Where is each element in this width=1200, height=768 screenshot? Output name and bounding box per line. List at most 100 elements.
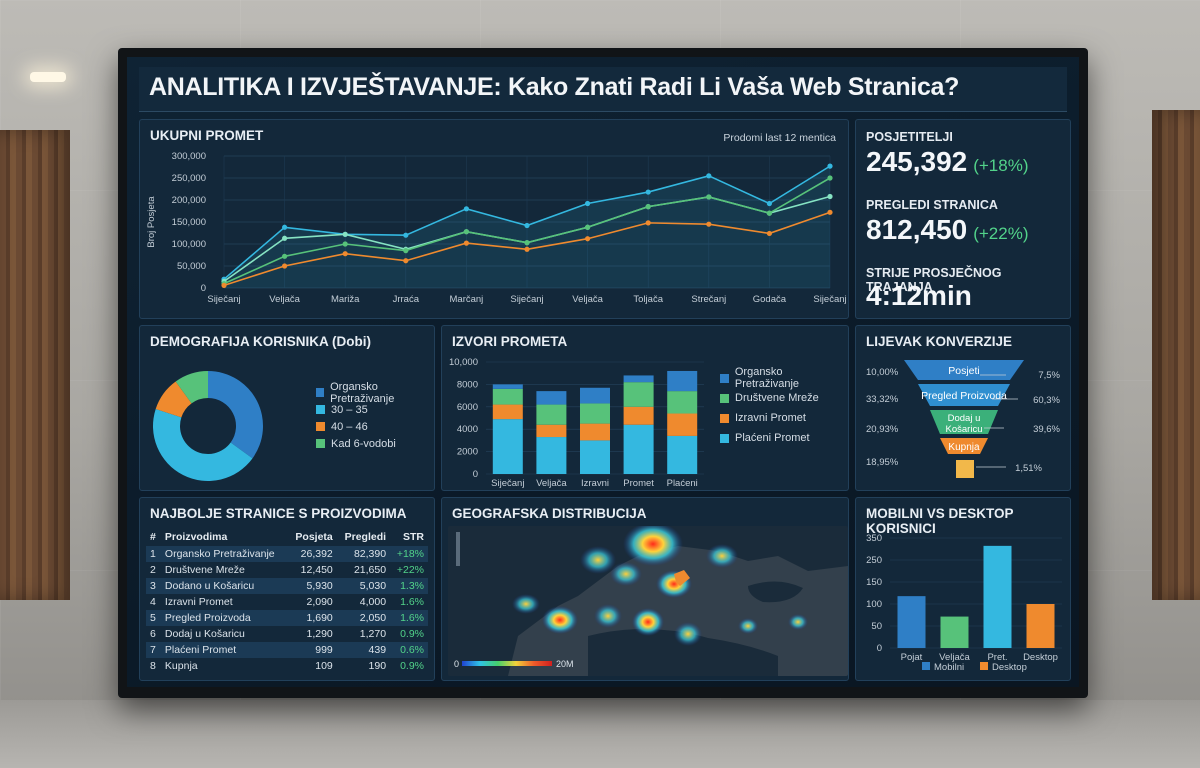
- bar-segment: [536, 391, 567, 405]
- period-note: Prodomi last 12 mentica: [723, 132, 836, 144]
- legend-item: Organsko Pretraživanje: [720, 366, 848, 390]
- y-axis-label: Broj Posjeta: [146, 196, 157, 248]
- legend-swatch-mobile: [922, 662, 930, 670]
- x-tick-label: Veljača: [572, 294, 603, 305]
- visitors-delta: (+18%): [973, 156, 1029, 175]
- x-tick-label: Veljača: [269, 294, 300, 305]
- funnel-pct-right: 60,3%: [1033, 395, 1060, 406]
- black-sea: [748, 581, 803, 603]
- avg-duration-label: STRIJE PROSJEČNOG TRAJANJA: [866, 266, 1002, 294]
- data-point: [827, 163, 833, 169]
- y-tick-label: 0: [877, 643, 882, 654]
- data-point: [342, 231, 348, 237]
- table-cell: +18%: [390, 546, 428, 562]
- y-tick-label: 200,000: [172, 195, 206, 206]
- heat-map-svg: [508, 526, 848, 676]
- table-cell: Dodaj u Košaricu: [164, 628, 245, 640]
- table-cell: 5: [146, 610, 161, 626]
- data-point: [282, 253, 288, 259]
- y-tick-label: 50: [871, 621, 882, 632]
- data-point: [524, 246, 530, 252]
- donut-slice: [208, 371, 263, 459]
- europe-heat-map: 0 20M: [448, 526, 848, 676]
- data-point: [463, 206, 469, 212]
- table-row[interactable]: 2 Društvene Mreže 12,450 21,650 +22%: [146, 562, 428, 578]
- y-tick-label: 2000: [457, 447, 478, 458]
- table-cell: 4,000: [359, 596, 387, 608]
- data-point: [645, 220, 651, 226]
- x-tick-label: Pojat: [901, 652, 923, 663]
- x-tick-label: Desktop: [1023, 652, 1058, 663]
- table-cell: 8: [150, 660, 156, 672]
- table-row[interactable]: 1 Organsko Pretraživanje 26,392 82,390 +18%: [146, 546, 428, 562]
- data-point: [645, 204, 651, 210]
- y-tick-label: 100,000: [172, 239, 206, 250]
- table-cell: 0.6%: [390, 642, 428, 658]
- x-tick-label: Siječanj: [510, 294, 543, 305]
- kpi-panel: POSJETITELJI 245,392 (+18%) PREGLEDI STRA…: [855, 119, 1071, 319]
- x-tick-label: Siječanj: [813, 294, 846, 305]
- funnel-stage-purchase: [940, 438, 988, 454]
- bar-segment: [623, 382, 654, 407]
- data-point: [766, 230, 773, 237]
- device-bar: [897, 596, 926, 648]
- dashboard-screen: ANALITIKA I IZVJEŠTAVANJE: Kako Znati Ra…: [127, 57, 1079, 687]
- bar-segment: [580, 423, 610, 441]
- croatia-highlight: [674, 570, 690, 586]
- table-cell: 1.6%: [390, 610, 428, 626]
- table-row[interactable]: 5 Pregled Proizvoda 1,690 2,050 1.6%: [146, 610, 428, 626]
- bar-segment: [667, 435, 698, 474]
- scale-min: 0: [454, 659, 460, 669]
- table-cell: 12,450: [300, 564, 333, 576]
- table-cell: 1,690: [287, 610, 337, 626]
- table-cell: 1,270: [359, 628, 387, 640]
- funnel-pct-left: 20,93%: [866, 424, 899, 435]
- table-row[interactable]: 7 Plaćeni Promet 999 439 0.6%: [146, 642, 428, 658]
- traffic-line-chart: 300,000 250,000 200,000 150,000 100,000 50,00…: [146, 151, 847, 305]
- visitors-label: POSJETITELJI: [866, 130, 953, 144]
- bar-segment: [667, 391, 698, 414]
- y-tick-label: 6000: [457, 402, 478, 413]
- table-cell: 439: [336, 642, 391, 658]
- table-cell: 109: [315, 660, 333, 672]
- legend-item: Plaćeni Promet: [720, 428, 848, 448]
- table-cell: Dodano u Košaricu: [160, 578, 288, 594]
- table-cell: 1.6%: [400, 596, 424, 608]
- x-tick-label: Izravni: [581, 478, 609, 489]
- zoom-control[interactable]: [456, 532, 460, 566]
- x-tick-label: Jrraća: [393, 294, 420, 305]
- y-tick-label: 10,000: [449, 357, 478, 368]
- bar-segment: [580, 440, 610, 474]
- table-row[interactable]: 6 Dodaj u Košaricu 1,290 1,270 0.9%: [146, 626, 428, 642]
- data-point: [827, 175, 833, 181]
- data-point: [282, 235, 288, 241]
- floor: [0, 700, 1200, 768]
- table-cell: 1.3%: [390, 578, 428, 594]
- device-bar: [983, 545, 1012, 648]
- bar-segment: [667, 413, 698, 436]
- wood-panel-right: [1152, 110, 1200, 600]
- x-tick-label: Toljača: [633, 294, 663, 305]
- table-row[interactable]: 4 Izravni Promet 2,090 4,000 1.6%: [146, 594, 428, 610]
- y-tick-label: 150: [866, 577, 882, 588]
- avg-duration-value: 4:12min: [866, 280, 972, 311]
- table-row[interactable]: 3 Dodano u Košaricu 5,930 5,030 1.3%: [146, 578, 428, 594]
- dashboard-header: ANALITIKA I IZVJEŠTAVANJE: Kako Znati Ra…: [139, 67, 1067, 112]
- data-point: [342, 251, 348, 257]
- demographics-title: DEMOGRAFIJA KORISNIKA (Dobi): [150, 334, 371, 349]
- x-tick-label: Promet: [623, 478, 654, 489]
- total-traffic-title: UKUPNI PROMET: [150, 128, 264, 143]
- table-cell: 0.9%: [400, 660, 424, 672]
- bar-segment: [536, 424, 567, 438]
- scale-max: 20M: [556, 659, 574, 669]
- funnel-pct-right: 1,51%: [1015, 463, 1042, 474]
- table-cell: 82,390: [336, 546, 391, 562]
- table-row[interactable]: 8 Kupnja 109 190 0.9%: [146, 658, 428, 674]
- x-tick-label: Pret.: [987, 652, 1007, 663]
- x-tick-label: Marčanj: [450, 294, 484, 305]
- bar-segment: [623, 424, 654, 474]
- bar-segment: [623, 406, 654, 425]
- devices-title: MOBILNI VS DESKTOP KORISNICI: [866, 506, 1014, 536]
- data-point: [827, 193, 833, 200]
- tv-monitor: ANALITIKA I IZVJEŠTAVANJE: Kako Znati Ra…: [118, 48, 1088, 698]
